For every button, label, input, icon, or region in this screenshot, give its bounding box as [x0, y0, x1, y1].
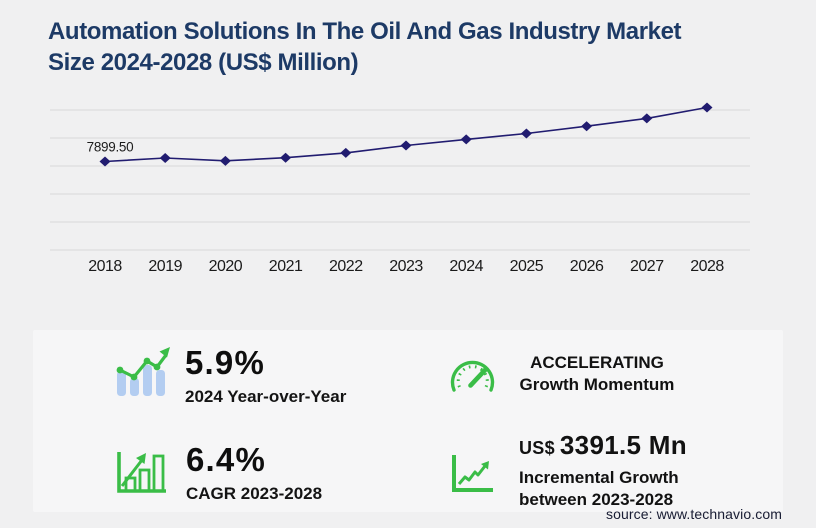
- data-point-marker: [159, 153, 171, 164]
- momentum-line1: ACCELERATING: [530, 353, 664, 372]
- yoy-label: 2024 Year-over-Year: [185, 387, 347, 406]
- data-point-marker: [99, 156, 111, 167]
- data-point-marker: [581, 121, 593, 132]
- incremental-label-line2: between 2023-2028: [519, 490, 674, 509]
- data-point-marker: [280, 152, 292, 163]
- x-axis-label: 2022: [329, 258, 363, 275]
- stat-momentum: ACCELERATING Growth Momentum: [502, 352, 692, 396]
- stat-cagr: 6.4% CAGR 2023-2028: [186, 441, 322, 504]
- data-point-marker: [219, 155, 231, 166]
- source-attribution: source: www.technavio.com: [605, 506, 782, 522]
- incremental-value: 3391.5 Mn: [559, 430, 687, 460]
- data-point-marker: [701, 102, 713, 113]
- stats-panel: [33, 330, 783, 512]
- data-point-marker: [400, 140, 412, 151]
- zigzag-growth-arrow-icon: [452, 455, 493, 492]
- outlined-bars-arrow-icon: [117, 452, 166, 493]
- incremental-currency: US$: [519, 438, 555, 458]
- stat-incremental: US$ 3391.5 Mn Incremental Growth between …: [519, 430, 687, 511]
- data-point-marker: [340, 147, 352, 158]
- x-axis-label: 2024: [449, 258, 483, 275]
- first-point-data-label: 7899.50: [87, 140, 134, 155]
- data-point-marker: [460, 134, 472, 145]
- speedometer-icon: [450, 360, 495, 392]
- market-size-line-chart: 7899.50 2018 2019 2020 2021 2022 2023 2024 2025 2…: [50, 102, 750, 275]
- series-line: [104, 106, 708, 163]
- bar-chart-growth-icon: [116, 347, 170, 396]
- cagr-label: CAGR 2023-2028: [186, 484, 323, 503]
- incremental-value-line: US$ 3391.5 Mn: [519, 430, 687, 461]
- incremental-label-line1: Incremental Growth: [519, 468, 679, 487]
- x-axis-label: 2021: [269, 258, 303, 275]
- x-axis-label: 2023: [389, 258, 423, 275]
- data-point-marker: [520, 128, 532, 139]
- momentum-line2: Growth Momentum: [519, 375, 675, 394]
- x-axis-label: 2026: [570, 258, 604, 275]
- data-point-marker: [641, 113, 653, 124]
- x-axis-label: 2027: [630, 258, 664, 275]
- yoy-value: 5.9%: [185, 344, 266, 381]
- x-axis-label: 2028: [690, 258, 724, 275]
- x-axis-label: 2018: [88, 258, 122, 275]
- x-axis-label: 2020: [209, 258, 243, 275]
- page-title: Automation Solutions In The Oil And Gas …: [48, 18, 682, 76]
- stat-yoy: 5.9% 2024 Year-over-Year: [185, 344, 346, 407]
- x-axis-label: 2019: [148, 258, 182, 275]
- x-axis-label: 2025: [510, 258, 544, 275]
- cagr-value: 6.4%: [186, 441, 267, 478]
